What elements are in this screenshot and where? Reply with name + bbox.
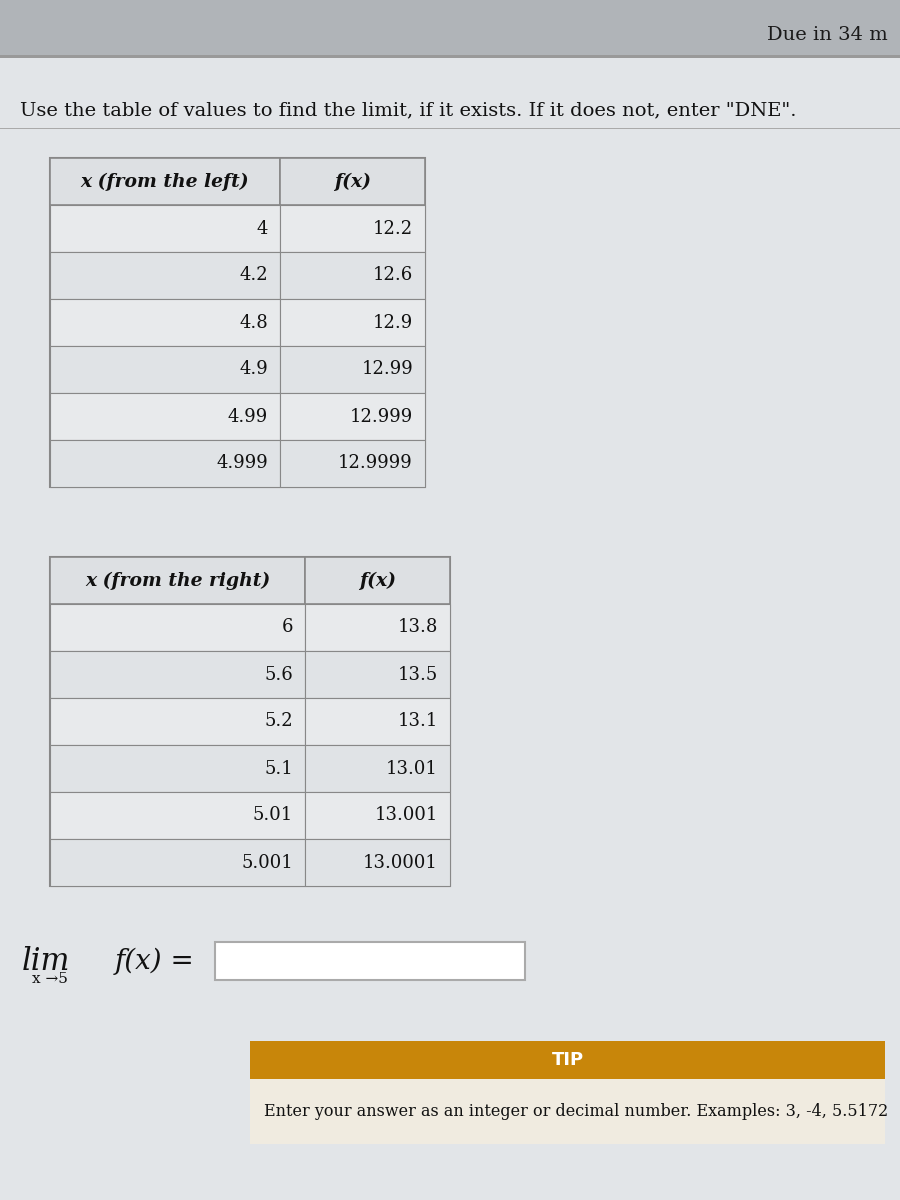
Bar xyxy=(0,0,900,55)
Text: f(x): f(x) xyxy=(359,571,396,589)
Text: 4.9: 4.9 xyxy=(239,360,268,378)
Bar xyxy=(250,1040,885,1079)
Bar xyxy=(50,792,305,839)
Text: Due in 34 m: Due in 34 m xyxy=(767,26,888,44)
Bar xyxy=(280,299,425,346)
Bar xyxy=(50,158,280,205)
Text: 13.8: 13.8 xyxy=(398,618,438,636)
Bar xyxy=(50,650,305,698)
Text: x →5: x →5 xyxy=(32,972,68,986)
Text: 12.99: 12.99 xyxy=(361,360,413,378)
Text: 5.1: 5.1 xyxy=(265,760,293,778)
Bar xyxy=(305,698,450,745)
Text: 5.001: 5.001 xyxy=(241,853,293,871)
Text: 13.5: 13.5 xyxy=(398,666,438,684)
Text: 5.01: 5.01 xyxy=(253,806,293,824)
Bar xyxy=(280,440,425,487)
Bar xyxy=(50,604,305,650)
Text: 4.99: 4.99 xyxy=(228,408,268,426)
Bar xyxy=(280,392,425,440)
Bar xyxy=(305,557,450,604)
Text: 13.0001: 13.0001 xyxy=(363,853,438,871)
Text: 4.8: 4.8 xyxy=(239,313,268,331)
Bar xyxy=(250,1079,885,1144)
Text: x (from the right): x (from the right) xyxy=(85,571,270,589)
Text: 13.1: 13.1 xyxy=(398,713,438,731)
Bar xyxy=(50,557,305,604)
Text: 5.6: 5.6 xyxy=(265,666,293,684)
Text: f(x) =: f(x) = xyxy=(115,947,194,974)
Bar xyxy=(0,55,900,58)
Text: lim: lim xyxy=(22,946,70,977)
Bar xyxy=(50,299,280,346)
Bar xyxy=(50,557,450,886)
Text: Enter your answer as an integer or decimal number. Examples: 3, -4, 5.5172: Enter your answer as an integer or decim… xyxy=(264,1103,888,1120)
Text: Use the table of values to find the limit, if it exists. If it does not, enter ": Use the table of values to find the limi… xyxy=(20,101,796,119)
Text: 4: 4 xyxy=(256,220,268,238)
Bar xyxy=(280,346,425,392)
Text: 5.2: 5.2 xyxy=(265,713,293,731)
Bar xyxy=(50,346,280,392)
Bar xyxy=(50,392,280,440)
Bar xyxy=(50,205,280,252)
Bar xyxy=(305,792,450,839)
Text: 12.9: 12.9 xyxy=(373,313,413,331)
Text: 12.9999: 12.9999 xyxy=(338,455,413,473)
Text: f(x): f(x) xyxy=(334,173,371,191)
Text: 12.6: 12.6 xyxy=(373,266,413,284)
Bar xyxy=(305,604,450,650)
Bar xyxy=(50,839,305,886)
Bar xyxy=(280,252,425,299)
Bar xyxy=(305,650,450,698)
Text: 6: 6 xyxy=(282,618,293,636)
Text: 13.01: 13.01 xyxy=(386,760,438,778)
Bar xyxy=(50,252,280,299)
Text: TIP: TIP xyxy=(552,1051,583,1069)
Text: 13.001: 13.001 xyxy=(374,806,438,824)
Bar xyxy=(280,158,425,205)
Text: 4.2: 4.2 xyxy=(239,266,268,284)
Bar xyxy=(50,158,425,487)
Text: 12.999: 12.999 xyxy=(350,408,413,426)
Text: 12.2: 12.2 xyxy=(373,220,413,238)
Bar xyxy=(305,839,450,886)
Text: 4.999: 4.999 xyxy=(216,455,268,473)
Bar xyxy=(50,698,305,745)
Bar xyxy=(280,205,425,252)
Text: x (from the left): x (from the left) xyxy=(81,173,249,191)
Bar xyxy=(50,745,305,792)
Bar xyxy=(50,440,280,487)
Bar xyxy=(305,745,450,792)
Bar xyxy=(215,942,525,980)
